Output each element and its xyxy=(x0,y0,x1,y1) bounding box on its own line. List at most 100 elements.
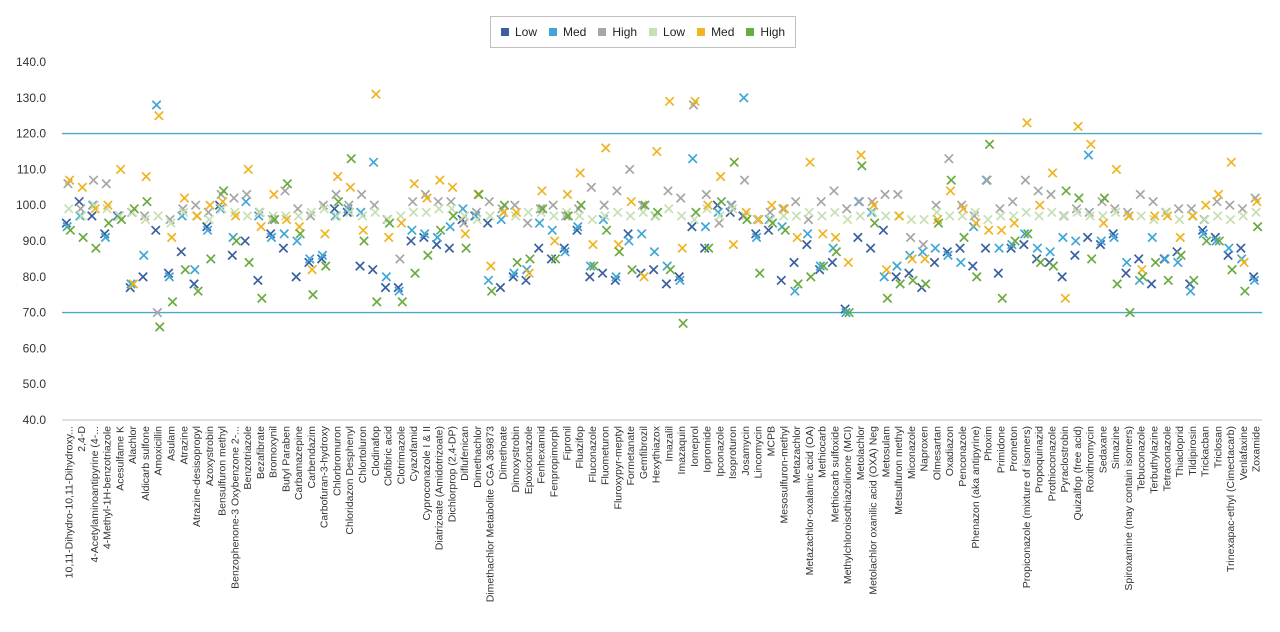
x-tick-label: Josamycin xyxy=(740,426,752,476)
x-tick-label: Clodinafop xyxy=(370,426,382,476)
data-point xyxy=(320,229,330,239)
data-point xyxy=(395,254,405,264)
data-point xyxy=(1096,236,1107,246)
data-point xyxy=(1227,264,1237,275)
data-point xyxy=(1099,193,1110,203)
data-point xyxy=(218,186,229,196)
x-tick-label: Fluometuron xyxy=(600,426,612,485)
legend-label: Low xyxy=(663,25,686,39)
data-point xyxy=(983,225,994,236)
data-point xyxy=(944,211,955,221)
x-tick-label: Carbendazim xyxy=(306,426,318,489)
y-tick-label: 90.0 xyxy=(23,234,47,248)
y-axis-ticks: 40.0 50.0 60.0 70.0 80.0 90.0 100.0 110.0 120.0 1… xyxy=(16,55,46,427)
data-point xyxy=(1058,232,1068,243)
data-point xyxy=(1057,271,1067,282)
data-point xyxy=(550,254,561,264)
data-point xyxy=(967,261,978,271)
data-point xyxy=(955,243,965,253)
data-point xyxy=(751,232,762,243)
legend-item: Low xyxy=(649,25,685,39)
data-point xyxy=(561,211,571,221)
x-tick-label: Diflufenican xyxy=(459,426,471,481)
data-point xyxy=(700,221,711,232)
data-point xyxy=(865,243,876,253)
data-point xyxy=(1201,236,1212,246)
data-point xyxy=(89,200,100,211)
data-point xyxy=(333,196,344,207)
y-tick-label: 40.0 xyxy=(23,413,47,427)
data-point xyxy=(842,214,853,225)
data-point xyxy=(880,189,890,200)
data-point xyxy=(754,268,765,279)
data-point xyxy=(410,268,420,279)
data-point xyxy=(661,279,672,289)
data-point xyxy=(521,275,531,286)
data-point xyxy=(1073,121,1083,132)
data-point xyxy=(1213,189,1224,200)
data-point xyxy=(1070,250,1080,261)
data-point xyxy=(830,232,841,243)
data-point xyxy=(866,207,877,218)
data-point xyxy=(152,307,163,318)
y-tick-label: 100.0 xyxy=(16,198,46,212)
data-point xyxy=(176,246,187,257)
data-point xyxy=(585,261,596,271)
data-point xyxy=(955,257,966,268)
data-point xyxy=(1010,236,1020,246)
x-tick-label: Dimethachlor xyxy=(472,425,484,487)
data-point xyxy=(703,200,713,211)
data-point xyxy=(995,211,1006,221)
data-point xyxy=(483,275,494,286)
data-point xyxy=(715,211,725,221)
series-5 xyxy=(65,139,1263,332)
data-point xyxy=(920,254,930,264)
data-point xyxy=(904,268,914,279)
data-point xyxy=(495,282,506,293)
data-point xyxy=(1239,257,1249,268)
legend-label: Med xyxy=(563,25,587,39)
series-1 xyxy=(62,92,1260,318)
x-tick-label: Prothioconazole xyxy=(1046,426,1058,501)
x-tick-label: 2,4-D xyxy=(76,426,88,452)
data-point xyxy=(1238,211,1249,221)
x-tick-label: Carbofuran-3-hydroxy xyxy=(319,425,331,528)
data-point xyxy=(790,196,801,207)
data-point xyxy=(103,200,113,211)
legend: Low Med High Low Med High xyxy=(490,16,797,48)
data-point xyxy=(231,236,242,246)
data-point xyxy=(163,268,174,279)
legend-label: High xyxy=(612,25,638,39)
data-point xyxy=(421,207,432,218)
data-point xyxy=(802,229,813,239)
data-point xyxy=(346,153,357,164)
data-point xyxy=(844,307,854,318)
data-point xyxy=(983,214,993,225)
data-point xyxy=(738,92,749,103)
data-point xyxy=(1136,211,1146,221)
data-point xyxy=(817,229,828,239)
data-point xyxy=(356,189,367,200)
data-point xyxy=(1082,232,1093,243)
data-point xyxy=(102,203,112,214)
data-point xyxy=(727,203,738,214)
data-point xyxy=(65,225,76,236)
data-point xyxy=(90,203,100,214)
legend-swatch xyxy=(746,28,755,36)
data-point xyxy=(167,297,178,307)
data-point xyxy=(945,186,956,196)
data-point xyxy=(1147,232,1158,243)
data-point xyxy=(676,211,687,221)
data-point xyxy=(959,232,969,243)
data-point xyxy=(99,229,110,239)
data-point xyxy=(853,232,863,243)
x-tick-label: Dimethoate xyxy=(497,426,509,480)
data-point xyxy=(675,275,685,286)
data-point xyxy=(292,236,302,246)
data-point xyxy=(611,271,621,282)
data-point xyxy=(601,225,612,236)
data-point xyxy=(446,203,457,214)
y-tick-label: 70.0 xyxy=(23,306,47,320)
data-point xyxy=(304,254,315,264)
data-point xyxy=(393,282,404,293)
